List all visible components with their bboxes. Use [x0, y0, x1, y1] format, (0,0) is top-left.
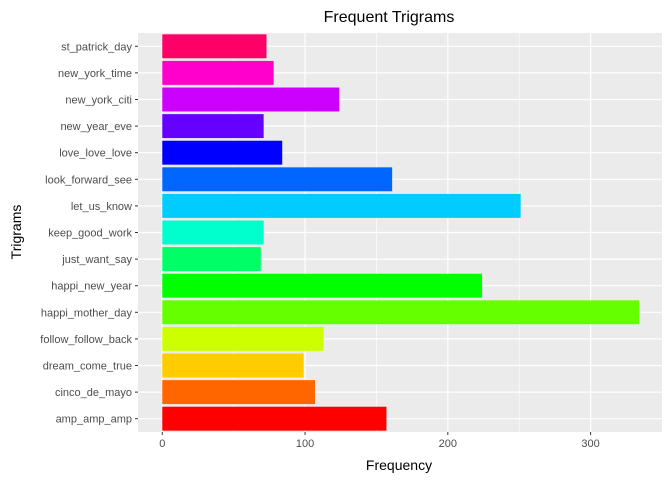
bar-let-us-know — [162, 193, 521, 218]
y-tick-label: keep_good_work — [48, 228, 132, 240]
bar-love-love-love — [162, 140, 283, 165]
x-axis-ticks: 0 100 200 300 — [159, 432, 600, 450]
y-tick-label: happi_new_year — [51, 281, 132, 293]
y-tick-label: amp_amp_amp — [56, 414, 132, 426]
y-tick-label: just_want_say — [61, 254, 132, 266]
y-tick-label: new_york_time — [58, 68, 132, 80]
bar-follow-follow-back — [162, 326, 324, 351]
bar-dream-come-true — [162, 353, 304, 378]
y-tick-label: love_love_love — [59, 148, 132, 160]
y-tick-label: cinco_de_mayo — [55, 387, 132, 399]
bar-amp-amp-amp — [162, 406, 387, 431]
chart-title: Frequent Trigrams — [324, 9, 455, 26]
y-tick-label: dream_come_true — [43, 361, 132, 373]
y-tick-label: new_year_eve — [60, 121, 132, 133]
bar-cinco-de-mayo — [162, 380, 316, 405]
x-tick-label: 300 — [581, 438, 599, 450]
y-tick-label: follow_follow_back — [40, 334, 132, 346]
bar-happi-mother-day — [162, 300, 640, 325]
y-tick-label: look_forward_see — [45, 174, 132, 186]
x-tick-label: 0 — [159, 438, 165, 450]
x-tick-label: 100 — [296, 438, 314, 450]
x-axis-title: Frequency — [366, 457, 432, 473]
y-tick-label: st_patrick_day — [61, 41, 132, 53]
bar-keep-good-work — [162, 220, 264, 245]
x-tick-label: 200 — [439, 438, 457, 450]
bar-new-york-citi — [162, 87, 340, 112]
y-tick-label: happi_mother_day — [41, 307, 133, 319]
y-tick-label: new_york_citi — [65, 95, 132, 107]
bar-st-patrick-day — [162, 34, 267, 59]
bar-just-want-say — [162, 247, 261, 272]
bar-look-forward-see — [162, 167, 393, 192]
bar-new-york-time — [162, 60, 274, 85]
y-axis-ticks: amp_amp_amp cinco_de_mayo dream_come_true f… — [40, 41, 138, 426]
bar-happi-new-year — [162, 273, 483, 298]
y-tick-label: let_us_know — [71, 201, 132, 213]
y-axis-title: Trigrams — [8, 205, 24, 260]
bars — [162, 34, 640, 431]
bar-new-year-eve — [162, 114, 264, 139]
